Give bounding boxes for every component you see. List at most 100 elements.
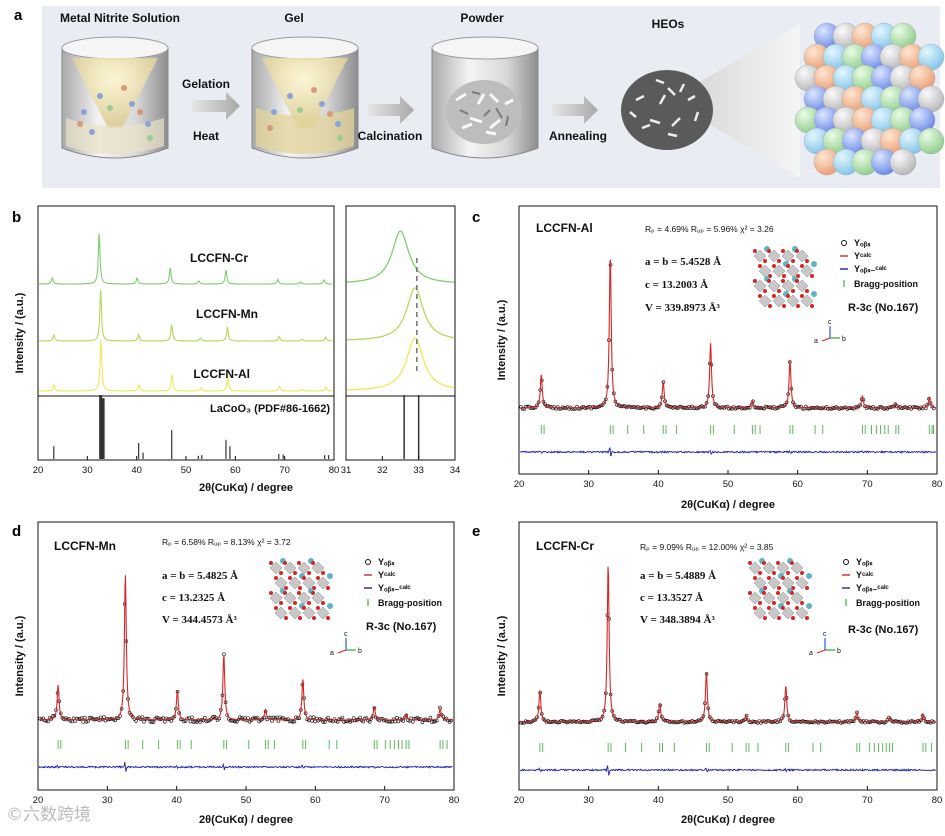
obs-point <box>792 403 797 407</box>
obs-point <box>203 715 207 720</box>
obs-point <box>327 718 332 723</box>
obs-point <box>520 406 525 411</box>
tick-label: 70 <box>279 465 290 476</box>
panel-e-ticks: 20 30 40 50 60 70 80 <box>514 786 942 806</box>
tick-label: 50 <box>181 465 192 476</box>
oxygen-mark <box>316 606 320 610</box>
octahedron-mark <box>795 576 809 590</box>
obs-point <box>736 720 741 725</box>
oxygen-mark <box>800 294 804 298</box>
obs-point <box>410 719 415 724</box>
oxygen-mark <box>763 259 767 263</box>
obs-point <box>650 406 655 411</box>
obs-point <box>914 405 919 410</box>
octahedron-mark <box>274 606 288 620</box>
octahedron-mark <box>767 576 781 590</box>
axis-b-label: b <box>358 648 362 655</box>
obs-point <box>645 405 650 409</box>
obs-point <box>428 715 433 720</box>
oxygen-mark <box>777 616 781 620</box>
beaker-solution-icon <box>61 36 169 159</box>
obs-point <box>83 715 87 720</box>
panel-e-v: V = 348.3894 Å³ <box>640 614 715 626</box>
panel-d-c: c = 13.2325 Å <box>162 592 225 604</box>
obs-point <box>909 719 914 723</box>
obs-point <box>211 715 215 719</box>
panel-c-stats: Rₚ = 4.69% Rᵤₚ = 5.96% χ² = 3.26 <box>645 224 774 234</box>
calc-line <box>38 575 453 721</box>
obs-point <box>326 715 330 720</box>
oxygen-mark <box>782 274 786 278</box>
oxygen-mark <box>293 601 297 605</box>
oxygen-mark <box>302 576 306 580</box>
oxygen-mark <box>772 601 776 605</box>
obs-point <box>222 652 226 657</box>
panel-d-ab: a = b = 5.4825 Å <box>162 570 238 582</box>
oxygen-mark <box>288 606 292 610</box>
oxygen-mark <box>781 279 785 283</box>
oxygen-mark <box>316 576 320 580</box>
oxygen-mark <box>782 304 786 308</box>
obs-point <box>313 719 318 724</box>
axis-a-line <box>337 649 347 654</box>
arrow-3-bottom-label: Annealing <box>549 129 607 143</box>
oxygen-mark <box>768 304 772 308</box>
oxygen-mark <box>810 274 814 278</box>
panel-c-sample: LCCFN-Al <box>536 221 593 235</box>
obs-point <box>813 719 818 723</box>
crystal-structure-icon: c b a <box>753 246 846 345</box>
oxygen-mark <box>763 616 767 620</box>
panel-e-spacegroup: R-3c (No.167) <box>848 624 919 636</box>
panel-e-plot <box>519 566 936 776</box>
tick-label: 40 <box>171 795 182 806</box>
obs-point <box>337 717 342 721</box>
legend-diff-label: Yₒᵦₛ₋ᶜᵃˡᶜ <box>378 583 411 593</box>
oxygen-mark <box>321 601 325 605</box>
legend-obs-label: Yₒᵦₛ <box>378 557 395 567</box>
axis-c-label: c <box>344 631 348 638</box>
diff-line <box>38 761 453 772</box>
oxygen-mark <box>791 289 795 293</box>
oxygen-mark <box>274 606 278 610</box>
octahedron-mark <box>781 606 795 620</box>
oxygen-mark <box>777 586 781 590</box>
obs-point <box>201 718 205 723</box>
arrow-1-bottom-label: Heat <box>193 129 219 143</box>
axis-b-label: b <box>842 336 846 343</box>
zoom-line-cr <box>346 230 455 283</box>
la-atom-mark <box>811 261 817 267</box>
panel-e-xlabel: 2θ(CuKα) / degree <box>681 814 775 826</box>
obs-point <box>182 719 186 724</box>
arrow-3-icon <box>552 96 598 124</box>
panel-c-legend: Yₒᵦₛ Yᶜᵃˡᶜ Yₒᵦₛ₋ᶜᵃˡᶜ Bragg-position <box>840 238 918 289</box>
axis-b-label: b <box>837 648 841 655</box>
obs-point <box>147 717 151 721</box>
oxygen-mark <box>758 601 762 605</box>
obs-point <box>728 719 733 724</box>
oxygen-mark <box>781 606 785 610</box>
tick-label: 80 <box>932 479 943 490</box>
la-atom-mark <box>806 603 812 609</box>
tick-label: 80 <box>329 465 340 476</box>
panel-c-plot <box>519 259 937 457</box>
obs-point <box>544 404 549 408</box>
axis-a-label: a <box>814 338 818 345</box>
oxygen-mark <box>805 259 809 263</box>
oxygen-mark <box>269 591 273 595</box>
tick-label: 50 <box>241 795 252 806</box>
oxygen-mark <box>298 586 302 590</box>
obs-point <box>877 405 882 410</box>
oxygen-mark <box>800 571 804 575</box>
oxygen-mark <box>786 601 790 605</box>
step-label-solution: Metal Nitrite Solution <box>60 11 180 25</box>
tick-label: 40 <box>653 795 664 806</box>
tick-label: 70 <box>862 479 873 490</box>
obs-point <box>420 720 425 725</box>
obs-point <box>81 720 85 724</box>
oxygen-mark <box>786 264 790 268</box>
panel-c-xlabel: 2θ(CuKα) / degree <box>681 499 775 511</box>
oxygen-mark <box>776 591 780 595</box>
legend-bragg-label: Bragg-position <box>854 279 918 289</box>
axis-a-label: a <box>330 650 334 657</box>
oxygen-mark <box>753 576 757 580</box>
